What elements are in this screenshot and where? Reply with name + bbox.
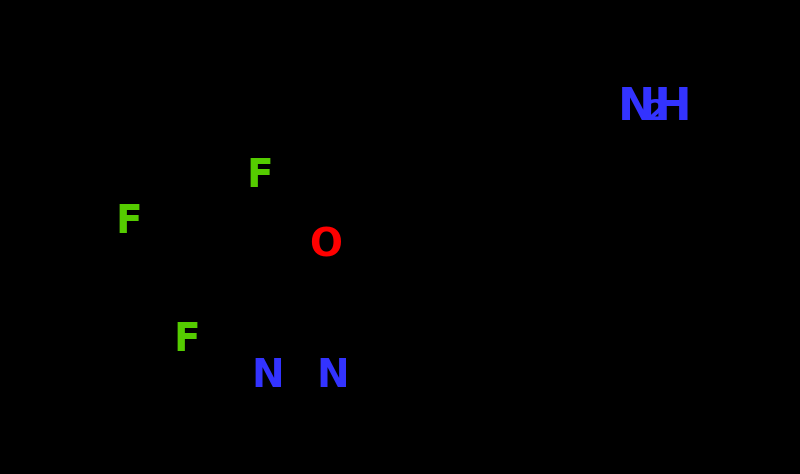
Text: N: N (317, 357, 350, 395)
Text: 2: 2 (647, 99, 666, 127)
Text: O: O (309, 227, 342, 264)
Text: F: F (246, 157, 273, 195)
Text: F: F (174, 321, 200, 359)
Text: NH: NH (618, 86, 693, 129)
Text: N: N (251, 357, 284, 395)
Text: F: F (116, 203, 142, 241)
